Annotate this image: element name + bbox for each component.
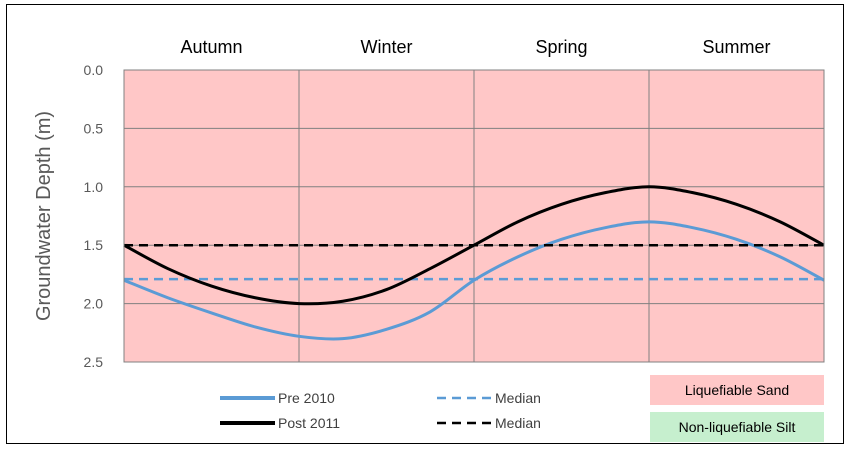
legend-label: Median bbox=[495, 415, 541, 431]
season-labels: Autumn Winter Spring Summer bbox=[180, 37, 770, 57]
chart-frame bbox=[6, 4, 844, 444]
season-label: Spring bbox=[535, 37, 587, 57]
y-tick-labels: 0.0 0.5 1.0 1.5 2.0 2.5 bbox=[84, 62, 104, 370]
legend: Pre 2010 Median Post 2011 Median Liquefiable… bbox=[220, 375, 824, 442]
legend-zone-swatch bbox=[650, 375, 824, 405]
y-tick-label: 2.0 bbox=[84, 296, 104, 312]
plot-border bbox=[123, 69, 825, 363]
legend-zone-label: Liquefiable Sand bbox=[685, 382, 789, 398]
series-lines bbox=[123, 185, 825, 341]
season-label: Winter bbox=[360, 37, 412, 57]
y-tick-label: 0.5 bbox=[84, 120, 104, 136]
season-label: Autumn bbox=[180, 37, 242, 57]
legend-label: Median bbox=[495, 390, 541, 406]
legend-zone-label: Non-liquefiable Silt bbox=[679, 419, 796, 435]
legend-label: Pre 2010 bbox=[278, 390, 335, 406]
y-tick-label: 0.0 bbox=[84, 62, 104, 78]
y-tick-label: 1.0 bbox=[84, 179, 104, 195]
legend-label: Post 2011 bbox=[278, 415, 340, 431]
y-tick-label: 1.5 bbox=[84, 237, 104, 253]
y-axis-label: Groundwater Depth (m) bbox=[33, 111, 55, 321]
season-label: Summer bbox=[702, 37, 770, 57]
legend-zone-swatch bbox=[650, 412, 824, 442]
y-tick-label: 2.5 bbox=[84, 354, 104, 370]
